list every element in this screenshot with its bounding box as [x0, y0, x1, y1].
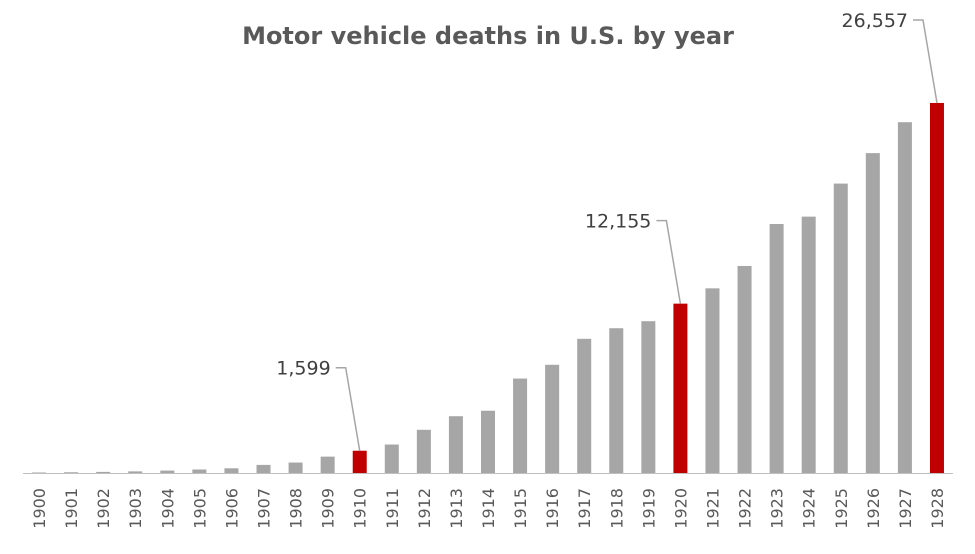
bar-1907: [256, 464, 271, 473]
bar-1908: [288, 462, 303, 473]
bar-1923: [769, 224, 784, 473]
x-tick-label-1928: 1928: [928, 488, 947, 529]
x-tick-label-1909: 1909: [319, 488, 338, 529]
bar-1901: [64, 472, 79, 473]
bars-group: [32, 102, 944, 473]
bar-1920: [673, 303, 688, 473]
x-tick-label-1926: 1926: [864, 488, 883, 529]
x-tick-label-1919: 1919: [639, 488, 658, 529]
x-tick-label-1912: 1912: [415, 488, 434, 529]
bar-1909: [320, 456, 335, 473]
bar-1902: [96, 471, 111, 473]
x-tick-label-1900: 1900: [30, 488, 49, 529]
x-tick-label-1905: 1905: [190, 488, 209, 529]
x-tick-label-1908: 1908: [287, 488, 306, 529]
bar-1918: [609, 328, 624, 473]
bar-1910: [352, 450, 367, 473]
x-tick-label-1923: 1923: [768, 488, 787, 529]
bar-1925: [833, 183, 848, 473]
x-tick-label-1904: 1904: [158, 488, 177, 529]
leader-line-1928: [913, 19, 938, 104]
data-labels: 1,599 12,155 26,557: [276, 10, 938, 451]
bar-1903: [128, 471, 143, 473]
bar-1905: [192, 469, 207, 473]
bar-1917: [577, 338, 592, 473]
leader-line-1920: [656, 219, 682, 304]
data-label-1928: 26,557: [842, 10, 908, 32]
bar-1915: [513, 378, 528, 473]
bar-1906: [224, 468, 239, 473]
bar-1927: [897, 122, 912, 473]
x-tick-label-1914: 1914: [479, 488, 498, 529]
x-tick-label-1906: 1906: [222, 488, 241, 529]
x-tick-label-1920: 1920: [671, 488, 690, 529]
data-label-1910: 1,599: [276, 358, 330, 380]
x-tick-label-1922: 1922: [736, 488, 755, 529]
x-tick-label-1913: 1913: [447, 488, 466, 529]
x-tick-label-1925: 1925: [832, 488, 851, 529]
x-tick-label-1915: 1915: [511, 488, 530, 529]
x-tick-label-1916: 1916: [543, 488, 562, 529]
bar-1900: [32, 472, 47, 473]
x-tick-label-1902: 1902: [94, 488, 113, 529]
bar-1916: [545, 364, 560, 473]
x-tick-label-1918: 1918: [607, 488, 626, 529]
x-tick-label-1917: 1917: [575, 488, 594, 529]
leader-line-1910: [335, 366, 361, 451]
bar-1904: [160, 470, 175, 473]
bar-1911: [384, 444, 399, 473]
bar-1928: [929, 102, 944, 473]
bar-1924: [801, 216, 816, 473]
data-label-1920: 12,155: [585, 211, 651, 233]
chart-title: Motor vehicle deaths in U.S. by year: [242, 22, 734, 50]
x-tick-labels: 1900 1901 1902 1903 1904 1905 1906 1907 1908 1909…: [30, 488, 947, 529]
bar-1913: [448, 416, 463, 473]
x-tick-label-1907: 1907: [255, 488, 274, 529]
x-tick-label-1903: 1903: [126, 488, 145, 529]
x-tick-label-1911: 1911: [383, 488, 402, 529]
x-tick-label-1901: 1901: [62, 488, 81, 529]
bar-1919: [641, 321, 656, 473]
bar-1921: [705, 288, 720, 473]
x-tick-label-1927: 1927: [896, 488, 915, 529]
bar-1912: [416, 429, 431, 473]
bar-1922: [737, 265, 752, 473]
bar-1914: [481, 410, 495, 473]
bar-1926: [865, 153, 880, 473]
x-tick-label-1924: 1924: [800, 488, 819, 529]
x-tick-label-1921: 1921: [703, 488, 722, 529]
x-tick-label-1910: 1910: [351, 488, 370, 529]
